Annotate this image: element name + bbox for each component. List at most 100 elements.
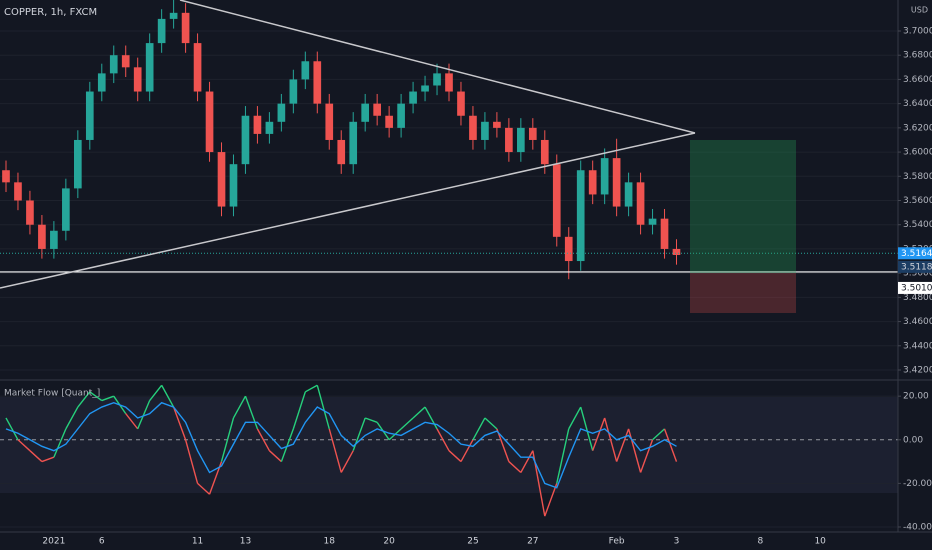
flow-segment xyxy=(412,406,426,419)
candle-body xyxy=(552,164,561,237)
y-tick-label: 3.5600 xyxy=(903,196,932,206)
flow-segment xyxy=(652,428,665,441)
candle-body xyxy=(325,103,334,140)
flow-segment xyxy=(627,428,642,473)
flow-segment xyxy=(448,450,462,463)
y-tick-label: 3.6200 xyxy=(903,123,932,133)
candle-body xyxy=(421,85,429,92)
price-label: 3.5010 xyxy=(901,283,932,293)
candle-body xyxy=(26,200,34,225)
flow-segment xyxy=(400,417,414,430)
flow-segment xyxy=(460,439,474,462)
currency-label: USD xyxy=(911,6,928,15)
candle-body xyxy=(169,12,178,19)
indicator-band xyxy=(0,397,898,493)
candle-body xyxy=(253,115,262,134)
candle-body xyxy=(576,170,585,262)
candle-body xyxy=(636,182,645,225)
candle-body xyxy=(457,91,465,116)
flow-segment xyxy=(53,428,67,458)
y-tick-label: 3.4400 xyxy=(903,341,932,351)
flow-segment xyxy=(220,417,235,462)
candle-body xyxy=(469,115,477,140)
candle-body xyxy=(624,182,633,207)
candle-body xyxy=(564,236,573,262)
x-tick-label: 27 xyxy=(527,537,538,547)
flow-segment xyxy=(5,417,19,441)
flow-segment xyxy=(304,384,318,393)
candle-body xyxy=(277,103,286,122)
candle-body xyxy=(349,121,358,165)
candle-body xyxy=(672,248,681,255)
indicator-title: Market Flow [Quant_] xyxy=(4,389,100,399)
x-tick-label: 18 xyxy=(324,537,336,547)
flow-segment xyxy=(544,483,558,517)
candle-body xyxy=(505,127,513,153)
flow-segment xyxy=(292,391,306,430)
candle-body xyxy=(73,139,82,189)
flow-segment xyxy=(328,428,342,473)
flow-segment xyxy=(244,395,259,430)
candle-body xyxy=(648,218,657,225)
flow-segment xyxy=(424,406,438,430)
flow-segment xyxy=(65,406,79,430)
candle-body xyxy=(14,182,22,201)
candle-body xyxy=(528,127,537,140)
flow-segment xyxy=(256,428,271,452)
candle-body xyxy=(109,55,118,74)
x-tick-label: Feb xyxy=(609,537,625,547)
flow-segment xyxy=(568,406,582,430)
flow-segment xyxy=(101,395,114,402)
flow-segment xyxy=(436,428,450,452)
trend-line-lower xyxy=(0,132,696,289)
target-zone xyxy=(690,140,796,273)
y-tick-label: 3.6600 xyxy=(903,75,932,85)
candle-body xyxy=(157,18,166,44)
x-tick-label: 2021 xyxy=(42,537,65,547)
candle-body xyxy=(301,61,310,80)
candle-body xyxy=(217,152,226,207)
flow-segment xyxy=(137,400,151,430)
candle-body xyxy=(121,55,130,68)
price-label-box xyxy=(898,260,932,273)
flow-segment xyxy=(316,385,330,430)
flow-segment xyxy=(580,406,594,451)
y-tick-label: 3.5000 xyxy=(903,269,932,279)
candle-body xyxy=(373,103,381,116)
flow-segment xyxy=(340,450,354,473)
flow-segment xyxy=(603,417,618,462)
x-tick-label: 25 xyxy=(467,537,478,547)
candle-body xyxy=(193,43,202,92)
candle-body xyxy=(229,164,238,207)
y-tick-label: -40.00 xyxy=(903,522,932,532)
y-tick-label: 3.6800 xyxy=(903,51,932,61)
y-tick-label: 3.6000 xyxy=(903,148,932,158)
flow-segment xyxy=(268,450,282,463)
flow-segment xyxy=(484,417,498,430)
flow-segment xyxy=(161,384,175,408)
candle-body xyxy=(313,61,322,104)
flow-segment xyxy=(592,417,606,451)
labels: 2021 6 11 13 18 20 25 27 Feb 3 8 10 3.4200 3.4400 3.46… xyxy=(42,26,932,547)
flow-segment xyxy=(508,461,522,473)
flow-segment xyxy=(615,428,630,462)
x-tick-label: 13 xyxy=(240,537,251,547)
y-tick-label: 3.5400 xyxy=(903,220,932,230)
candle-body xyxy=(409,91,417,104)
flow-segment xyxy=(172,406,187,441)
candle-body xyxy=(612,158,621,207)
candle-body xyxy=(517,127,525,153)
candle-body xyxy=(397,103,405,128)
candle-body xyxy=(337,139,346,165)
candle-body xyxy=(445,73,453,92)
candle-body xyxy=(133,67,142,92)
candle-body xyxy=(50,230,58,249)
candle-body xyxy=(97,73,106,92)
candle-body xyxy=(540,139,549,165)
flow-segment xyxy=(520,450,534,473)
y-tick-label: 3.4200 xyxy=(903,366,932,376)
candle-body xyxy=(493,121,501,128)
flow-segment xyxy=(472,417,486,441)
y-tick-label: 3.5800 xyxy=(903,172,932,182)
